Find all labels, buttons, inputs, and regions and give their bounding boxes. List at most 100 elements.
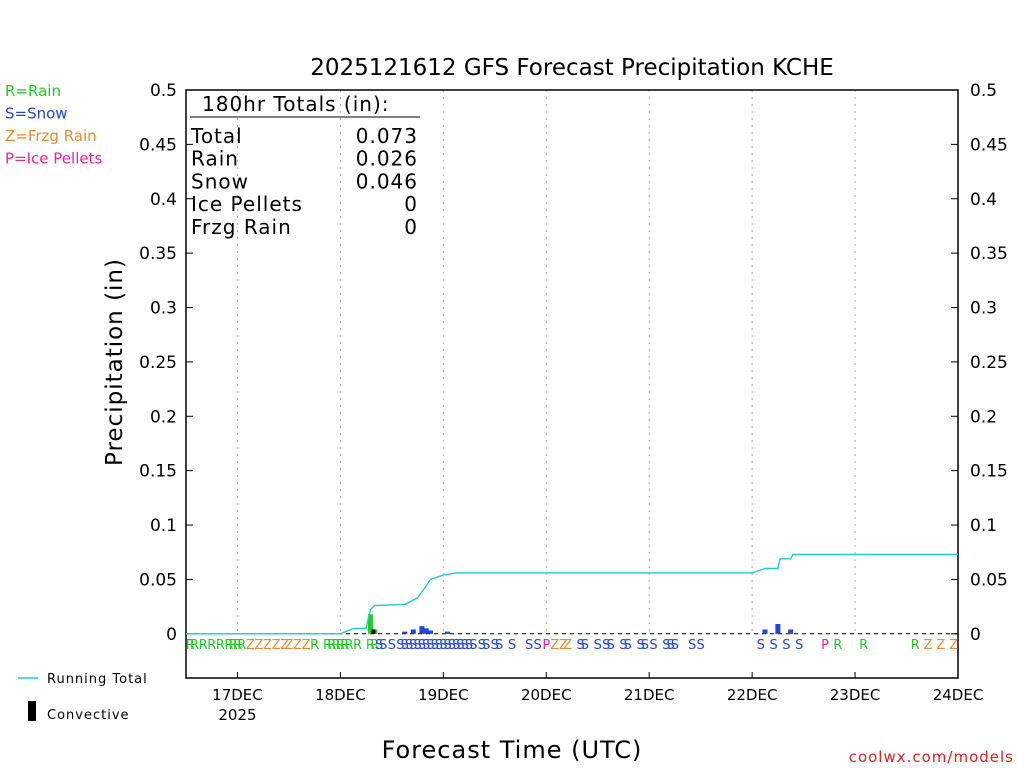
ptype-marker: Z xyxy=(254,638,263,653)
ptype-marker: S xyxy=(388,638,396,653)
ptype-marker: S xyxy=(795,638,803,653)
ptype-marker: S xyxy=(439,638,447,653)
totals-row-label: Ice Pellets xyxy=(191,192,303,216)
ptype-marker: R xyxy=(224,638,233,653)
x-tick-label: 19DEC xyxy=(418,686,469,704)
y-tick-label-left: 0.45 xyxy=(139,135,177,155)
ptype-marker: S xyxy=(422,638,430,653)
x-tick-label: 20DEC xyxy=(521,686,572,704)
ptype-marker: S xyxy=(396,638,404,653)
ptype-marker: S xyxy=(757,638,765,653)
ptype-marker: Z xyxy=(272,638,281,653)
x-tick-label: 24DEC xyxy=(933,686,984,704)
ptype-marker: S xyxy=(478,638,486,653)
ptype-marker: S xyxy=(641,638,649,653)
type-key-item: R=Rain xyxy=(5,82,61,100)
ptype-marker: S xyxy=(418,638,426,653)
ptype-marker: R xyxy=(336,638,345,653)
ptype-marker: R xyxy=(233,638,242,653)
ptype-marker: R xyxy=(310,638,319,653)
ptype-marker: S xyxy=(375,638,383,653)
totals-row-label: Total xyxy=(190,124,243,148)
y-tick-label-right: 0.4 xyxy=(970,190,997,210)
totals-row-value: 0 xyxy=(404,192,418,216)
precip-bar xyxy=(762,629,768,634)
y-tick-label-right: 0.15 xyxy=(970,462,1008,482)
ptype-marker: S xyxy=(431,638,439,653)
ptype-marker: S xyxy=(662,638,670,653)
ptype-marker: R xyxy=(833,638,842,653)
ptype-marker: S xyxy=(469,638,477,653)
ptype-marker: S xyxy=(782,638,790,653)
precip-bar xyxy=(788,629,794,634)
credit-text: coolwx.com/models xyxy=(849,748,1014,766)
ptype-marker: S xyxy=(576,638,584,653)
totals-row-value: 0.046 xyxy=(356,169,418,193)
ptype-marker: R xyxy=(353,638,362,653)
type-key-item: S=Snow xyxy=(5,105,68,123)
legend-label: Convective xyxy=(47,708,130,723)
ptype-marker: R xyxy=(237,638,246,653)
bottom-legend: Running Total Convective xyxy=(18,672,147,723)
y-tick-label-left: 0.25 xyxy=(139,353,177,373)
ptype-marker: S xyxy=(379,638,387,653)
ptype-marker: R xyxy=(186,638,195,653)
y-tick-label-right: 0 xyxy=(970,625,981,645)
totals-box: 180hr Totals (in): Total 0.073 Rain 0.026 Sno… xyxy=(190,92,420,239)
ptype-marker: S xyxy=(405,638,413,653)
ptype-marker: Z xyxy=(559,638,568,653)
precip-bar xyxy=(419,626,425,634)
ptype-marker: Z xyxy=(293,638,302,653)
ptype-marker: S xyxy=(413,638,421,653)
totals-row-label: Rain xyxy=(191,147,239,171)
ptype-marker: S xyxy=(769,638,777,653)
ptype-marker: S xyxy=(482,638,490,653)
ptype-marker: S xyxy=(619,638,627,653)
running-total-line xyxy=(186,553,958,635)
ptype-marker: Z xyxy=(284,638,293,653)
type-key-item: P=Ice Pellets xyxy=(5,150,102,168)
totals-row-value: 0 xyxy=(404,215,418,239)
precip-bar xyxy=(427,630,433,634)
ptype-marker: S xyxy=(688,638,696,653)
totals-row-value: 0.026 xyxy=(356,147,418,171)
ptype-marker: S xyxy=(465,638,473,653)
ptype-marker: S xyxy=(624,638,632,653)
x-tick-label: 22DEC xyxy=(727,686,778,704)
ptype-marker: R xyxy=(199,638,208,653)
ptype-marker: Z xyxy=(936,638,945,653)
ptype-marker: S xyxy=(602,638,610,653)
x-tick-label: 17DEC xyxy=(212,686,263,704)
y-tick-label-left: 0.4 xyxy=(150,190,177,210)
y-tick-label-left: 0 xyxy=(166,625,177,645)
ptype-marker: S xyxy=(508,638,516,653)
precip-bar xyxy=(410,629,416,634)
ptype-marker: S xyxy=(409,638,417,653)
series-lines xyxy=(186,553,958,635)
ptype-marker: S xyxy=(491,638,499,653)
ptype-marker: S xyxy=(525,638,533,653)
ptype-marker: R xyxy=(216,638,225,653)
precip-bar xyxy=(402,631,408,634)
ptype-marker: Z xyxy=(924,638,933,653)
y-tick-label-right: 0.45 xyxy=(970,135,1008,155)
ptype-marker: S xyxy=(452,638,460,653)
ptype-marker: Z xyxy=(949,638,958,653)
ptype-marker: S xyxy=(671,638,679,653)
y-tick-label-left: 0.3 xyxy=(150,299,177,319)
ptype-marker: R xyxy=(327,638,336,653)
ptype-marker: P xyxy=(542,638,550,653)
convective-bar xyxy=(371,629,376,634)
ptype-marker: S xyxy=(435,638,443,653)
y-tick-label-right: 0.1 xyxy=(970,516,997,536)
legend-bar-swatch xyxy=(28,701,36,721)
type-key-item: Z=Frzg Rain xyxy=(5,127,97,145)
ptype-marker: R xyxy=(229,638,238,653)
ptype-marker: S xyxy=(401,638,409,653)
ptype-marker: S xyxy=(495,638,503,653)
y-tick-label-left: 0.1 xyxy=(150,516,177,536)
ptype-marker: S xyxy=(649,638,657,653)
convective-bars xyxy=(371,629,376,634)
